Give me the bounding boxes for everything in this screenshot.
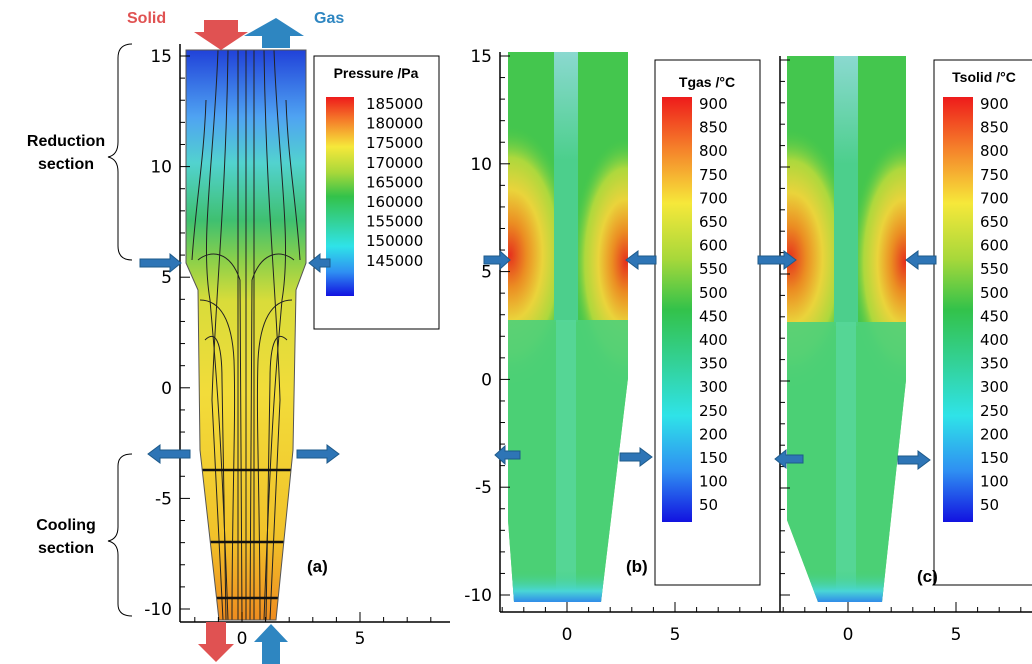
legend-a-value: 165000 bbox=[366, 173, 423, 191]
legend-c-value: 250 bbox=[980, 402, 1009, 420]
legend-a-value: 145000 bbox=[366, 252, 423, 270]
solid-inlet-arrow bbox=[194, 20, 248, 50]
legend-c-value: 300 bbox=[980, 378, 1009, 396]
legend-c-title: Tsolid /°C bbox=[952, 69, 1016, 85]
x-tick-label-b: 5 bbox=[670, 625, 681, 645]
legend-a-value: 150000 bbox=[366, 232, 423, 250]
legend-b-value: 50 bbox=[699, 496, 718, 514]
gas-outlet-arrow bbox=[244, 18, 304, 48]
gas-inlet-arrow bbox=[254, 624, 288, 664]
legend-c-value: 800 bbox=[980, 142, 1009, 160]
legend-a-value: 185000 bbox=[366, 95, 423, 113]
legend-c-value: 600 bbox=[980, 237, 1009, 255]
legend-b-value: 100 bbox=[699, 473, 728, 491]
tsolid-contour bbox=[787, 56, 906, 602]
legend-c-value: 50 bbox=[980, 496, 999, 514]
y-tick-label-a: 15 bbox=[150, 47, 172, 67]
panel-c bbox=[779, 56, 1032, 613]
y-tick-label-b: -10 bbox=[464, 586, 492, 606]
cooling-label-line1: Cooling bbox=[36, 517, 96, 534]
solid-outlet-arrow bbox=[198, 622, 234, 662]
legend-b-value: 200 bbox=[699, 425, 728, 443]
cooling-label-line2: section bbox=[38, 540, 94, 557]
legend-a-value: 170000 bbox=[366, 154, 423, 172]
axis-c bbox=[779, 56, 1032, 613]
legend-b-value: 550 bbox=[699, 260, 728, 278]
y-tick-label-a: 0 bbox=[161, 379, 172, 399]
legend-c-value: 850 bbox=[980, 119, 1009, 137]
legend-c-value: 400 bbox=[980, 331, 1009, 349]
y-tick-label-b: -5 bbox=[475, 478, 492, 498]
y-tick-label-b: 15 bbox=[470, 47, 492, 67]
legend-b bbox=[654, 59, 761, 586]
y-tick-label-a: -10 bbox=[144, 600, 172, 620]
legend-b-value: 350 bbox=[699, 355, 728, 373]
legend-b-value: 400 bbox=[699, 331, 728, 349]
y-tick-label-a: 10 bbox=[150, 158, 172, 178]
reduction-label-line2: section bbox=[38, 156, 94, 173]
panel-c-label: (c) bbox=[917, 567, 938, 586]
section-braces bbox=[107, 43, 133, 617]
y-tick-label-b: 0 bbox=[481, 370, 492, 390]
panel-b-label: (b) bbox=[626, 557, 648, 576]
legend-c-value: 450 bbox=[980, 307, 1009, 325]
legend-a-value: 160000 bbox=[366, 193, 423, 211]
tgas-contour bbox=[508, 52, 628, 602]
gas-label: Gas bbox=[314, 10, 344, 27]
side-arrows bbox=[139, 249, 937, 470]
legend-c-value: 650 bbox=[980, 213, 1009, 231]
x-tick-label-a: 0 bbox=[237, 629, 248, 649]
legend-b-value: 450 bbox=[699, 307, 728, 325]
legend-a bbox=[313, 55, 440, 330]
x-tick-label-c: 0 bbox=[843, 625, 854, 645]
legend-c-value: 550 bbox=[980, 260, 1009, 278]
legend-b-value: 300 bbox=[699, 378, 728, 396]
legend-c-value: 100 bbox=[980, 473, 1009, 491]
y-tick-label-a: 5 bbox=[161, 268, 172, 288]
legend-a-value: 155000 bbox=[366, 213, 423, 231]
solid-label: Solid bbox=[127, 10, 166, 27]
legend-c bbox=[933, 59, 1032, 586]
legend-b-value: 150 bbox=[699, 449, 728, 467]
reduction-label-line1: Reduction bbox=[27, 133, 105, 150]
y-tick-label-b: 5 bbox=[481, 263, 492, 283]
pressure-contour bbox=[186, 50, 306, 620]
legend-c-value: 700 bbox=[980, 189, 1009, 207]
legend-b-value: 600 bbox=[699, 237, 728, 255]
legend-b-value: 750 bbox=[699, 166, 728, 184]
legend-c-value: 900 bbox=[980, 95, 1009, 113]
axis-b bbox=[499, 52, 780, 613]
legend-b-value: 250 bbox=[699, 402, 728, 420]
y-tick-label-b: 10 bbox=[470, 155, 492, 175]
legend-c-value: 350 bbox=[980, 355, 1009, 373]
legend-b-value: 900 bbox=[699, 95, 728, 113]
legend-b-value: 700 bbox=[699, 189, 728, 207]
legend-a-value: 175000 bbox=[366, 134, 423, 152]
x-tick-label-b: 0 bbox=[562, 625, 573, 645]
legend-c-value: 200 bbox=[980, 425, 1009, 443]
legend-b-value: 850 bbox=[699, 119, 728, 137]
legend-b-value: 500 bbox=[699, 284, 728, 302]
legend-c-value: 500 bbox=[980, 284, 1009, 302]
legend-b-value: 650 bbox=[699, 213, 728, 231]
legend-a-title: Pressure /Pa bbox=[334, 65, 419, 81]
x-tick-label-c: 5 bbox=[951, 625, 962, 645]
legend-c-value: 750 bbox=[980, 166, 1009, 184]
legend-a-value: 180000 bbox=[366, 115, 423, 133]
legend-c-value: 150 bbox=[980, 449, 1009, 467]
legend-b-value: 800 bbox=[699, 142, 728, 160]
x-tick-label-a: 5 bbox=[355, 629, 366, 649]
y-tick-label-a: -5 bbox=[155, 489, 172, 509]
legend-b-title: Tgas /°C bbox=[679, 74, 735, 90]
panel-a-label: (a) bbox=[307, 557, 328, 576]
